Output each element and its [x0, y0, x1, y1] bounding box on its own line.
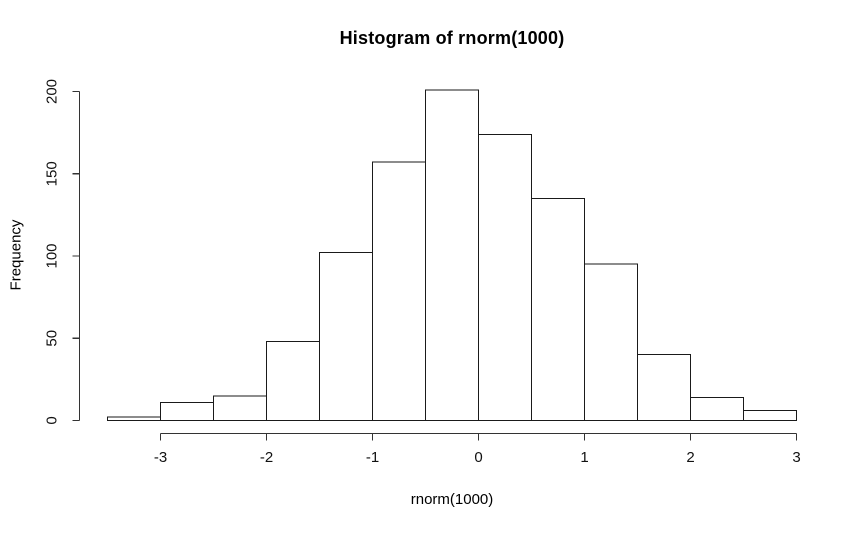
histogram-bar: [107, 416, 161, 422]
histogram-bar: [478, 133, 532, 422]
histogram-bar: [160, 401, 214, 421]
histogram-bar: [372, 161, 426, 421]
x-tick-label: 3: [792, 449, 800, 466]
x-tick-label: -1: [366, 449, 379, 466]
x-axis-label: rnorm(1000): [410, 491, 494, 508]
x-tick-label: 1: [580, 449, 588, 466]
y-tick-label: 50: [44, 330, 61, 347]
x-tick-label: -3: [154, 449, 167, 466]
y-tick-label: 100: [44, 243, 61, 268]
x-tick-label: 2: [686, 449, 694, 466]
histogram-bar: [425, 89, 479, 422]
y-tick-label: 150: [44, 161, 61, 186]
x-tick-label: 0: [474, 449, 482, 466]
histogram-bar: [213, 395, 267, 421]
x-tick-label: -2: [260, 449, 273, 466]
histogram-bar: [266, 341, 320, 421]
histogram-bar: [690, 397, 744, 421]
histogram-bar: [584, 263, 638, 422]
chart-title: Histogram of rnorm(1000): [339, 28, 565, 48]
y-tick-label: 200: [44, 79, 61, 104]
y-tick-label: 0: [44, 416, 61, 424]
y-axis-label: Frequency: [7, 219, 25, 291]
histogram-bar: [319, 252, 373, 421]
histogram-bar: [743, 410, 797, 422]
histogram-bar: [637, 354, 691, 422]
histogram-bar: [531, 197, 585, 421]
